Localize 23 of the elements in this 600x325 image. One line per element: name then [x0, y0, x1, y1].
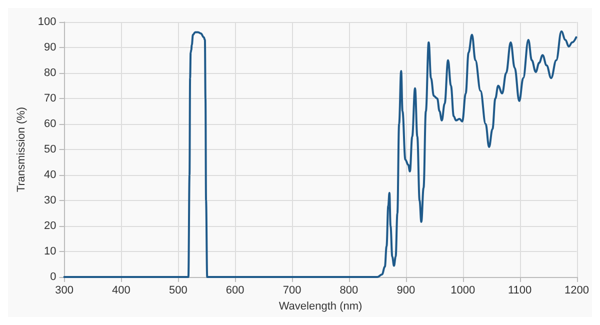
y-axis-title: Transmission (%): [16, 106, 28, 192]
x-tick-label: 700: [282, 284, 302, 296]
x-axis-title: Wavelength (nm): [278, 300, 362, 312]
y-tick-label: 20: [44, 220, 56, 232]
x-tick-label: 900: [396, 284, 416, 296]
y-tick-label: 90: [44, 42, 56, 54]
y-tick-label: 30: [44, 194, 56, 206]
y-tick-label: 0: [50, 271, 56, 283]
y-tick-label: 10: [44, 246, 56, 258]
x-tick-label: 600: [226, 284, 244, 296]
x-tick-label: 400: [112, 284, 130, 296]
y-tick-label: 70: [44, 92, 56, 104]
y-tick-label: 60: [44, 118, 56, 130]
y-tick-label: 80: [44, 67, 56, 79]
x-tick-label: 1200: [564, 284, 590, 296]
y-tick-label: 40: [44, 169, 56, 181]
x-tick-label: 800: [340, 284, 358, 296]
x-tick-label: 500: [168, 284, 188, 296]
x-tick-label: 300: [55, 284, 74, 296]
y-tick-label: 100: [38, 16, 56, 28]
x-tick-label: 1100: [508, 284, 532, 296]
y-tick-label: 50: [44, 144, 56, 156]
x-tick-label: 1000: [450, 284, 476, 296]
